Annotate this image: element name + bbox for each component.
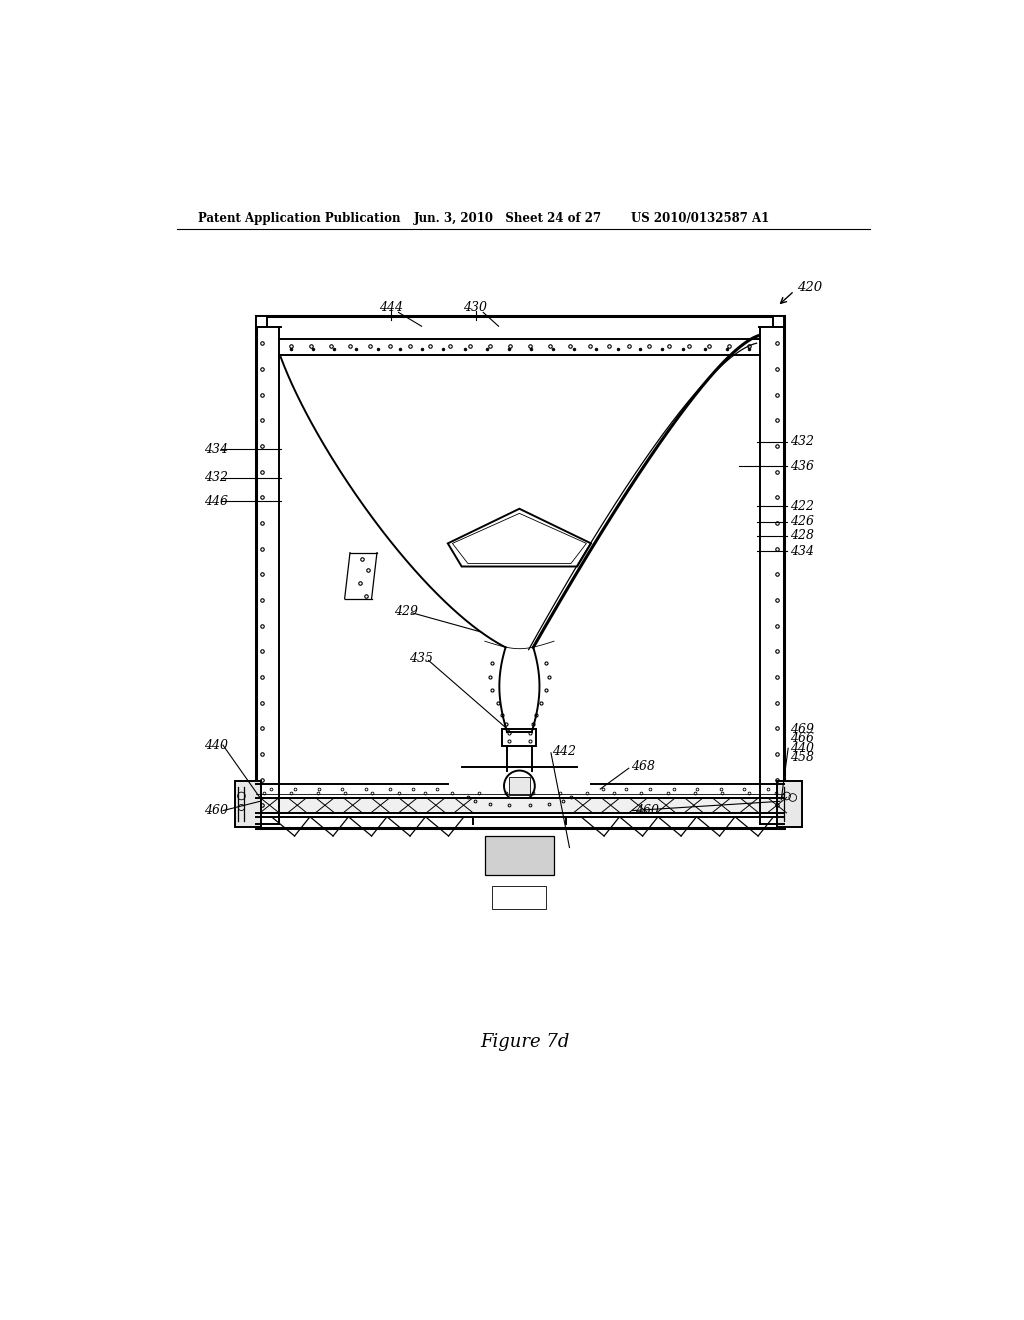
Text: 446: 446: [204, 495, 227, 508]
Text: 440: 440: [204, 739, 227, 751]
Text: 434: 434: [204, 444, 227, 455]
Text: 442: 442: [553, 744, 577, 758]
Text: 468: 468: [631, 760, 655, 774]
Text: 435: 435: [410, 652, 433, 665]
Text: 422: 422: [790, 500, 814, 513]
Text: Jun. 3, 2010   Sheet 24 of 27: Jun. 3, 2010 Sheet 24 of 27: [414, 213, 602, 224]
Text: Figure 7d: Figure 7d: [480, 1034, 569, 1051]
Bar: [509, 776, 530, 795]
Bar: [256, 317, 267, 327]
Text: 440: 440: [790, 742, 814, 755]
Text: 436: 436: [790, 459, 814, 473]
Bar: [484, 836, 554, 875]
Text: 430: 430: [464, 301, 487, 314]
Text: 469: 469: [790, 723, 814, 737]
Text: 432: 432: [204, 471, 227, 484]
Bar: [256, 797, 783, 813]
Text: 466: 466: [790, 733, 814, 746]
Text: 460: 460: [635, 804, 658, 817]
Text: 420: 420: [798, 281, 822, 294]
Bar: [777, 780, 802, 826]
Bar: [234, 780, 261, 826]
Text: 460: 460: [204, 804, 227, 817]
Text: 434: 434: [790, 545, 814, 557]
Text: US 2010/0132587 A1: US 2010/0132587 A1: [631, 213, 769, 224]
Text: 428: 428: [790, 529, 814, 543]
Bar: [493, 886, 547, 909]
Text: 429: 429: [394, 605, 418, 618]
Text: 432: 432: [790, 436, 814, 449]
Text: 444: 444: [379, 301, 402, 314]
Text: Patent Application Publication: Patent Application Publication: [199, 213, 400, 224]
Bar: [503, 729, 537, 746]
Text: 426: 426: [790, 515, 814, 528]
Bar: [773, 317, 783, 327]
Bar: [256, 317, 783, 829]
Text: 458: 458: [790, 751, 814, 764]
